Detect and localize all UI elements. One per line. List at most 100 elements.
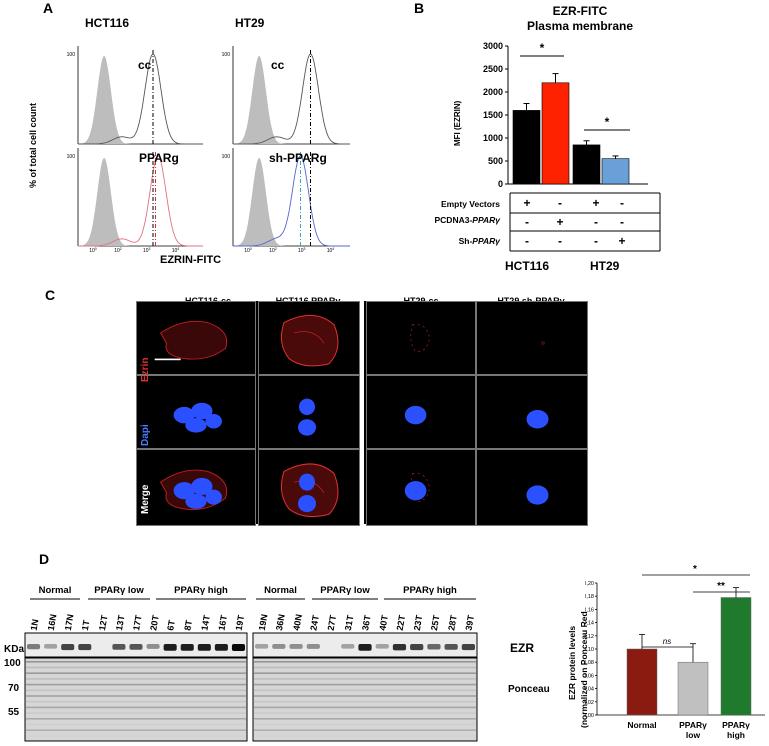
row-label-merge: Merge — [140, 484, 151, 514]
hist-xtick: 100 — [244, 247, 252, 254]
lane-label: 16N — [46, 613, 59, 631]
row-label-sh: Sh-PPARγ — [458, 236, 500, 246]
lane-label: 28T — [446, 614, 459, 632]
ponceau-band — [254, 723, 476, 726]
ponceau-band — [26, 735, 246, 737]
ezr-band — [306, 644, 320, 649]
ponceau-band — [254, 678, 476, 680]
hist-ytick: 100 — [222, 154, 231, 160]
panel-a-title-ht29: HT29 — [235, 16, 265, 30]
ponceau-band — [26, 712, 246, 714]
row-label-empty-vectors: Empty Vectors — [440, 199, 500, 209]
ezr-band — [461, 644, 475, 651]
hist-ytick: 100 — [67, 154, 76, 160]
panel-b-title: EZR-FITC — [552, 4, 608, 18]
lane-label: 14T — [199, 614, 212, 632]
ezr-band — [44, 644, 58, 649]
micrograph-r0-c1 — [258, 301, 360, 375]
y-tick-label: 2500 — [483, 64, 503, 74]
sig-star-ht29: * — [605, 115, 610, 129]
ponceau-band — [26, 683, 246, 686]
hist-label-cc-2: cc — [271, 58, 285, 72]
lane-label: 40T — [377, 614, 390, 632]
sign-r1-c1: + — [556, 215, 563, 229]
y-tick-label: 2000 — [483, 87, 503, 97]
micrograph-r0-c0 — [136, 301, 256, 375]
ponceau-band — [254, 700, 476, 703]
lane-label: 19N — [257, 613, 270, 631]
hist-xtick: 104 — [327, 247, 335, 254]
category-label: Normal — [627, 720, 656, 730]
ezr-band — [27, 644, 41, 650]
micrograph-r1-c3 — [476, 375, 588, 449]
lane-label: 12T — [97, 614, 110, 632]
hist-xtick: 102 — [114, 247, 122, 254]
ponceau-strip — [252, 657, 478, 742]
panel-a-ylabel: % of total cell count — [28, 102, 38, 188]
sign-r2-c0: - — [525, 234, 529, 248]
bar-4 — [601, 158, 630, 185]
sign-r1-c2: - — [594, 215, 598, 229]
y-tick-label: 0,10 — [585, 647, 594, 653]
bar-2 — [677, 661, 709, 716]
ponceau-band — [26, 695, 246, 697]
blot1-group-label: PPARγ low — [94, 585, 144, 596]
micrograph-r2-c1 — [258, 449, 360, 526]
flow-histograms: 100 100 100 102 103 104 100 100 100 102 103 104 — [67, 46, 350, 254]
bar-3 — [572, 144, 601, 185]
sign-r1-c0: - — [525, 215, 529, 229]
ezr-band — [129, 644, 143, 650]
sign-r2-c1: - — [558, 234, 562, 248]
group-label-ht29: HT29 — [590, 259, 620, 273]
ponceau-band — [254, 712, 476, 714]
micrograph-grid — [136, 301, 588, 526]
ezr-band — [112, 644, 126, 650]
sig-star-hct116: * — [540, 41, 545, 55]
ezr-band — [272, 644, 286, 649]
y-tick-label: 0,20 — [585, 581, 594, 587]
ponceau-band — [26, 723, 246, 726]
ponceau-band — [26, 706, 246, 709]
lane-label: 6T — [165, 619, 177, 632]
lane-label: 36N — [274, 613, 287, 631]
sign-r1-c3: - — [620, 215, 624, 229]
ezr-band — [427, 644, 441, 650]
lane-label: 19T — [234, 614, 247, 632]
y-tick-label: 0,18 — [585, 594, 594, 600]
blot1-group-label: Normal — [39, 585, 72, 596]
y-tick-label: 0,08 — [585, 660, 594, 666]
sig-star-2: ** — [717, 581, 725, 592]
sign-r0-c3: - — [620, 196, 624, 210]
ezr-band — [163, 644, 177, 651]
sample-histogram — [78, 53, 203, 145]
category-label: high — [727, 730, 745, 740]
bar-2 — [541, 82, 570, 185]
hist-label-sh-pparg: sh-PPARg — [269, 151, 327, 165]
category-label: low — [686, 730, 701, 740]
lane-label: 16T — [217, 614, 230, 632]
y-tick-label: 0,04 — [585, 687, 594, 693]
bar-1 — [512, 110, 541, 185]
hist-xtick: 104 — [172, 247, 180, 254]
lane-label: 27T — [326, 614, 339, 632]
category-label: PPARγ — [679, 720, 707, 730]
lane-label: 17N — [63, 613, 76, 631]
treatment-table: + - + - - + - - - - - + — [509, 192, 661, 252]
isotype-histogram — [78, 157, 147, 246]
hist-xtick: 103 — [143, 247, 151, 254]
group-label-hct116: HCT116 — [505, 259, 550, 273]
lane-label: 25T — [429, 614, 442, 632]
western-blots: Normal PPARγ low PPARγ high 1N 16N 17N 1T 12T 13… — [24, 585, 478, 742]
bar-1 — [626, 648, 658, 716]
micrograph-r0-c2 — [366, 301, 476, 375]
blot1-group-label: PPARγ high — [174, 585, 228, 596]
lane-label: 23T — [412, 614, 425, 632]
sample-histogram — [233, 53, 350, 145]
ezr-band — [375, 644, 389, 649]
panel-a-xlabel: EZRIN-FITC — [160, 254, 222, 266]
sig-star-1: * — [693, 564, 697, 575]
y-tick-label: 0,14 — [585, 621, 594, 627]
y-tick-label: 0,12 — [585, 634, 594, 640]
kda-label: KDa — [4, 644, 25, 655]
blot2-group-label: PPARγ high — [403, 585, 457, 596]
